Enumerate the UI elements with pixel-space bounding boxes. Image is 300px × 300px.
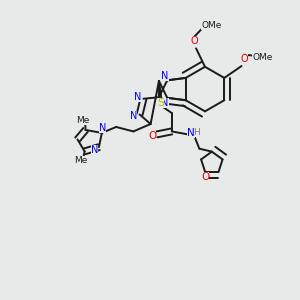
- Text: N: N: [161, 98, 169, 108]
- Text: H: H: [194, 128, 200, 137]
- Text: N: N: [161, 70, 169, 80]
- Text: N: N: [99, 123, 106, 133]
- Text: O: O: [148, 131, 156, 141]
- Text: O: O: [240, 55, 248, 64]
- Text: OMe: OMe: [201, 21, 222, 30]
- Text: N: N: [130, 111, 137, 121]
- Text: O: O: [191, 36, 198, 46]
- Text: OMe: OMe: [252, 52, 272, 62]
- Text: N: N: [91, 145, 98, 154]
- Text: Me: Me: [74, 156, 88, 165]
- Text: O: O: [201, 172, 209, 182]
- Text: S: S: [157, 98, 164, 108]
- Text: N: N: [187, 128, 195, 138]
- Text: Me: Me: [76, 116, 90, 125]
- Text: N: N: [134, 92, 142, 102]
